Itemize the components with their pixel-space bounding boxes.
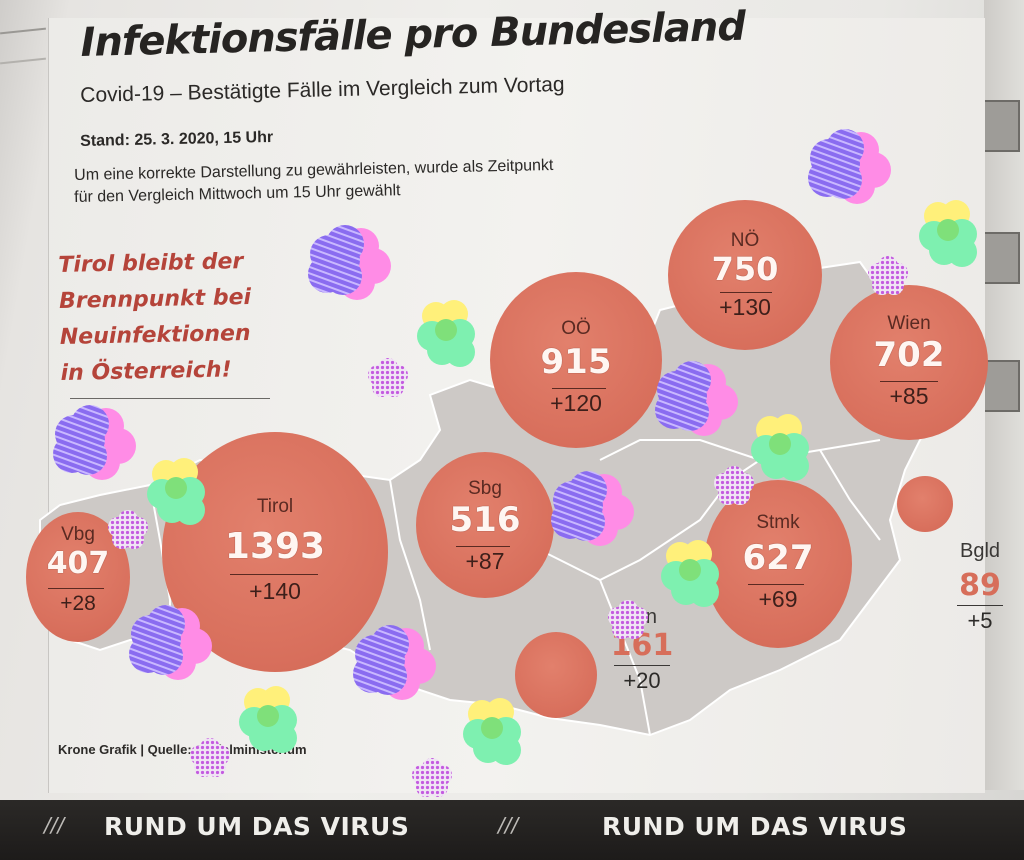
state-total: 161: [610, 628, 674, 663]
bubble-tirol: Tirol 1393 +140: [162, 432, 388, 672]
bubble-ktn: [515, 632, 597, 718]
label-ktn: Ktn 161 +20: [606, 606, 678, 694]
state-delta: +69: [758, 586, 798, 612]
divider-rule: [748, 584, 804, 585]
divider-rule: [48, 588, 104, 589]
state-total: 702: [873, 335, 945, 375]
state-total: 750: [711, 250, 779, 288]
state-total: 915: [540, 342, 612, 382]
state-total: 407: [46, 546, 110, 581]
source-credit: Krone Grafik | Quelle: Sozialministerium: [58, 742, 307, 757]
footer-slashes: ///: [44, 813, 65, 837]
footer-label: RUND UM DAS VIRUS: [104, 812, 410, 841]
state-name: Stmk: [756, 512, 800, 533]
callout-pointer-line: [70, 398, 270, 399]
state-delta: +28: [60, 592, 96, 615]
state-name: Ktn: [626, 606, 658, 628]
state-border: [389, 479, 431, 651]
state-total: 627: [742, 538, 814, 578]
state-delta: +120: [550, 390, 602, 416]
state-name: Wien: [887, 313, 931, 334]
bubble-noe: NÖ 750 +130: [668, 200, 822, 350]
bubble-sbg: Sbg 516 +87: [416, 452, 554, 598]
bubble-wien: Wien 702 +85: [830, 285, 988, 440]
state-name: Sbg: [468, 478, 502, 499]
divider-rule: [614, 665, 670, 666]
state-border: [819, 449, 881, 541]
state-name: OÖ: [561, 318, 591, 339]
state-border: [599, 579, 651, 736]
state-delta: +87: [465, 548, 505, 574]
state-total: 1393: [224, 526, 326, 567]
footer-slashes: ///: [498, 813, 519, 837]
divider-rule: [720, 292, 772, 293]
section-footer-band: /// RUND UM DAS VIRUS /// RUND UM DAS VI…: [0, 800, 1024, 860]
state-delta: +85: [889, 383, 929, 409]
state-total: 516: [449, 500, 521, 540]
divider-rule: [552, 388, 606, 389]
state-name: Vbg: [61, 524, 95, 545]
footer-label: RUND UM DAS VIRUS: [602, 812, 908, 841]
divider-rule: [880, 381, 938, 382]
adjacent-page-box: [982, 360, 1020, 412]
bubble-bgld: [897, 476, 953, 532]
bubble-stmk: Stmk 627 +69: [704, 480, 852, 648]
state-name: Bgld: [959, 540, 1001, 562]
state-name: NÖ: [730, 230, 760, 251]
state-delta: +5: [967, 608, 993, 633]
divider-rule: [230, 574, 318, 575]
divider-rule: [957, 605, 1003, 606]
adjacent-page-strip: [982, 0, 1024, 790]
label-bgld: Bgld 89 +5: [944, 540, 1016, 634]
state-name: Tirol: [256, 496, 294, 517]
state-delta: +20: [623, 668, 661, 693]
state-total: 89: [959, 568, 1001, 603]
divider-rule: [456, 546, 510, 547]
bubble-ooe: OÖ 915 +120: [490, 272, 662, 448]
state-border: [599, 439, 881, 462]
adjacent-page-box: [982, 100, 1020, 152]
state-delta: +140: [249, 578, 301, 604]
bubble-vbg: Vbg 407 +28: [26, 512, 130, 642]
state-delta: +130: [719, 294, 771, 320]
